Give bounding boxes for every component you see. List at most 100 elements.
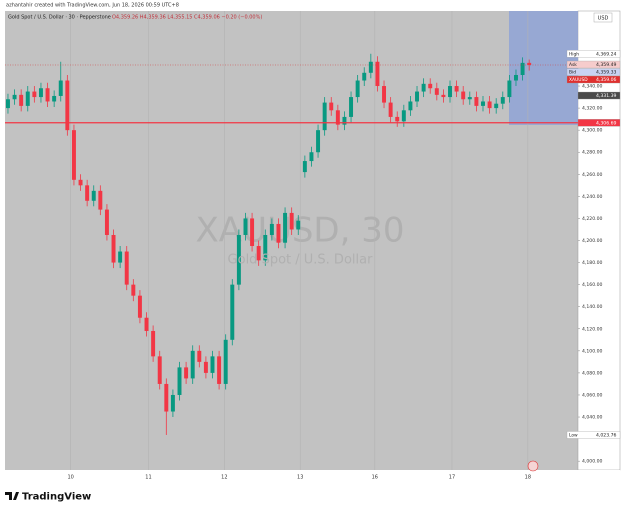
candle-body <box>157 356 162 384</box>
candle-body <box>144 317 149 331</box>
y-tick-label: 4,340.00 <box>582 84 603 90</box>
candle-body <box>71 130 76 180</box>
candle-body <box>362 72 367 81</box>
price-marker-label: 4,359.33 <box>596 70 617 76</box>
candle-body <box>170 394 175 412</box>
candle-body <box>78 179 83 186</box>
y-tick-label: 4,100.00 <box>582 348 603 354</box>
candle-body <box>342 116 347 125</box>
candle-body <box>382 86 387 103</box>
candle-body <box>230 284 235 340</box>
time-axis <box>5 470 620 484</box>
price-marker <box>566 431 621 439</box>
candle-body <box>349 97 354 117</box>
candle-body <box>474 97 479 106</box>
credit: azhantahir created with TradingView.com,… <box>6 3 179 9</box>
candle-body <box>494 103 499 109</box>
x-tick-label: 16 <box>372 475 378 481</box>
candle-body <box>111 234 116 263</box>
event-icon[interactable] <box>527 460 539 472</box>
x-tick-label: 13 <box>297 475 303 481</box>
candle-body <box>316 130 321 153</box>
x-tick-label: 12 <box>221 475 227 481</box>
x-tick-label: 10 <box>67 475 73 481</box>
candle-body <box>269 223 274 235</box>
candle-body <box>250 218 255 247</box>
price-marker <box>566 75 621 84</box>
candle-body <box>25 91 30 106</box>
highlight-box <box>509 11 578 125</box>
y-tick-label: 4,200.00 <box>582 238 603 244</box>
y-tick-label: 4,240.00 <box>582 194 603 200</box>
price-marker-label: 4,359.49 <box>596 62 617 68</box>
candle-body <box>91 190 96 201</box>
candle-body <box>65 80 70 131</box>
candle-body <box>98 190 103 210</box>
candle-body <box>12 94 17 100</box>
price-marker <box>577 119 621 127</box>
candle-body <box>164 383 169 412</box>
candle-body <box>210 356 215 373</box>
price-marker <box>566 68 621 76</box>
y-tick-label: 4,220.00 <box>582 216 603 222</box>
candle-body <box>461 91 466 100</box>
candle-body <box>263 234 268 261</box>
candle-body <box>309 152 314 162</box>
legend: Gold Spot / U.S. Dollar · 30 · Peppersto… <box>8 15 262 21</box>
x-tick-label: 17 <box>449 475 455 481</box>
candle-body <box>223 339 228 384</box>
price-marker <box>566 50 621 58</box>
price-marker-label: 4,369.24 <box>596 51 617 57</box>
candle-body <box>243 218 248 235</box>
price-marker-name: Ask <box>569 62 577 68</box>
candle-body <box>118 251 123 263</box>
candle-body <box>441 94 446 98</box>
price-marker <box>566 60 621 69</box>
candle-body <box>514 74 518 81</box>
candle-body <box>85 185 90 201</box>
price-marker-label: 4,306.69 <box>596 120 617 126</box>
candle-body <box>322 102 327 131</box>
plot-area <box>5 11 578 470</box>
price-marker-name: Bid <box>569 70 576 76</box>
brand: TradingView <box>22 492 91 503</box>
price-marker-name: High <box>569 51 579 57</box>
candle-body <box>454 86 459 92</box>
y-tick-label: 4,320.00 <box>582 106 603 112</box>
y-tick-label: 4,080.00 <box>582 370 603 376</box>
y-tick-label: 4,060.00 <box>582 392 603 398</box>
candle-body <box>184 367 189 379</box>
candle-body <box>217 356 222 384</box>
price-marker-label: 4,331.39 <box>596 93 617 99</box>
y-tick-label: 4,180.00 <box>582 260 603 266</box>
currency[interactable]: USD <box>598 16 609 22</box>
candle-body <box>283 212 288 243</box>
candle-body <box>276 223 281 243</box>
currency-box[interactable] <box>593 12 613 23</box>
candle-body <box>124 251 129 285</box>
candle-body <box>507 80 512 98</box>
candle-body <box>19 94 24 106</box>
candle-body <box>329 102 334 111</box>
candle-body <box>375 61 380 87</box>
y-tick-label: 4,260.00 <box>582 172 603 178</box>
candle-body <box>177 367 182 395</box>
candle-body <box>302 161 307 173</box>
price-marker-label: 4,023.76 <box>596 432 617 438</box>
candle-body <box>408 101 413 111</box>
candle-body <box>481 101 485 106</box>
y-tick-label: 4,160.00 <box>582 282 603 288</box>
candle-body <box>388 102 393 117</box>
candle-body <box>467 97 472 100</box>
y-tick-label: 4,000.00 <box>582 459 603 465</box>
candle-body <box>289 212 294 230</box>
watermark-description: Gold Spot / U.S. Dollar <box>228 253 374 268</box>
y-tick-label: 4,280.00 <box>582 150 603 156</box>
candle-body <box>527 62 532 65</box>
series-layer <box>5 11 532 470</box>
y-tick-label: 4,300.00 <box>582 128 603 134</box>
candle-body <box>45 88 50 102</box>
candle-body <box>203 361 208 373</box>
